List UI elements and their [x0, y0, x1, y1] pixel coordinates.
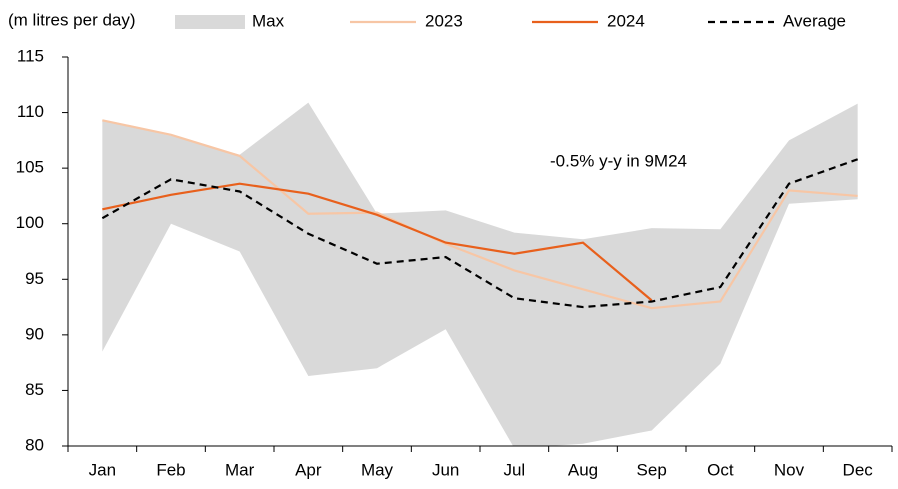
x-tick-label: Jul — [503, 460, 525, 479]
y-tick-label: 90 — [25, 324, 44, 343]
legend-label: Max — [252, 11, 285, 30]
x-tick-label: Jan — [89, 460, 116, 479]
line — [102, 119, 858, 310]
line — [101, 158, 859, 309]
annotation: -0.5% y-y in 9M24 — [550, 151, 687, 170]
x-tick-label: Mar — [225, 460, 255, 479]
legend-label: 2023 — [425, 11, 463, 30]
x-tick-label: Apr — [295, 460, 322, 479]
range-area — [102, 102, 858, 446]
y-tick-label: 115 — [17, 46, 44, 65]
x-tick-label: Oct — [707, 460, 734, 479]
legend-swatch — [175, 15, 245, 29]
y-tick-label: 95 — [25, 269, 44, 288]
legend-label: 2024 — [607, 11, 645, 30]
y-tick-label: 105 — [16, 158, 44, 177]
line — [102, 182, 653, 302]
x-tick-label: Dec — [843, 460, 874, 479]
legend-label: Average — [783, 11, 846, 30]
y-axis-label: (m litres per day) — [8, 10, 136, 29]
x-tick-label: Feb — [156, 460, 185, 479]
x-tick-label: Aug — [568, 460, 598, 479]
x-tick-label: Jun — [432, 460, 459, 479]
x-tick-label: Nov — [774, 460, 805, 479]
plot-area — [101, 102, 859, 446]
y-tick-label: 80 — [25, 435, 44, 454]
y-tick-label: 100 — [16, 213, 44, 232]
x-tick-label: Sep — [637, 460, 667, 479]
x-tick-label: May — [361, 460, 394, 479]
y-tick-label: 110 — [17, 102, 44, 121]
y-tick-label: 85 — [25, 380, 44, 399]
